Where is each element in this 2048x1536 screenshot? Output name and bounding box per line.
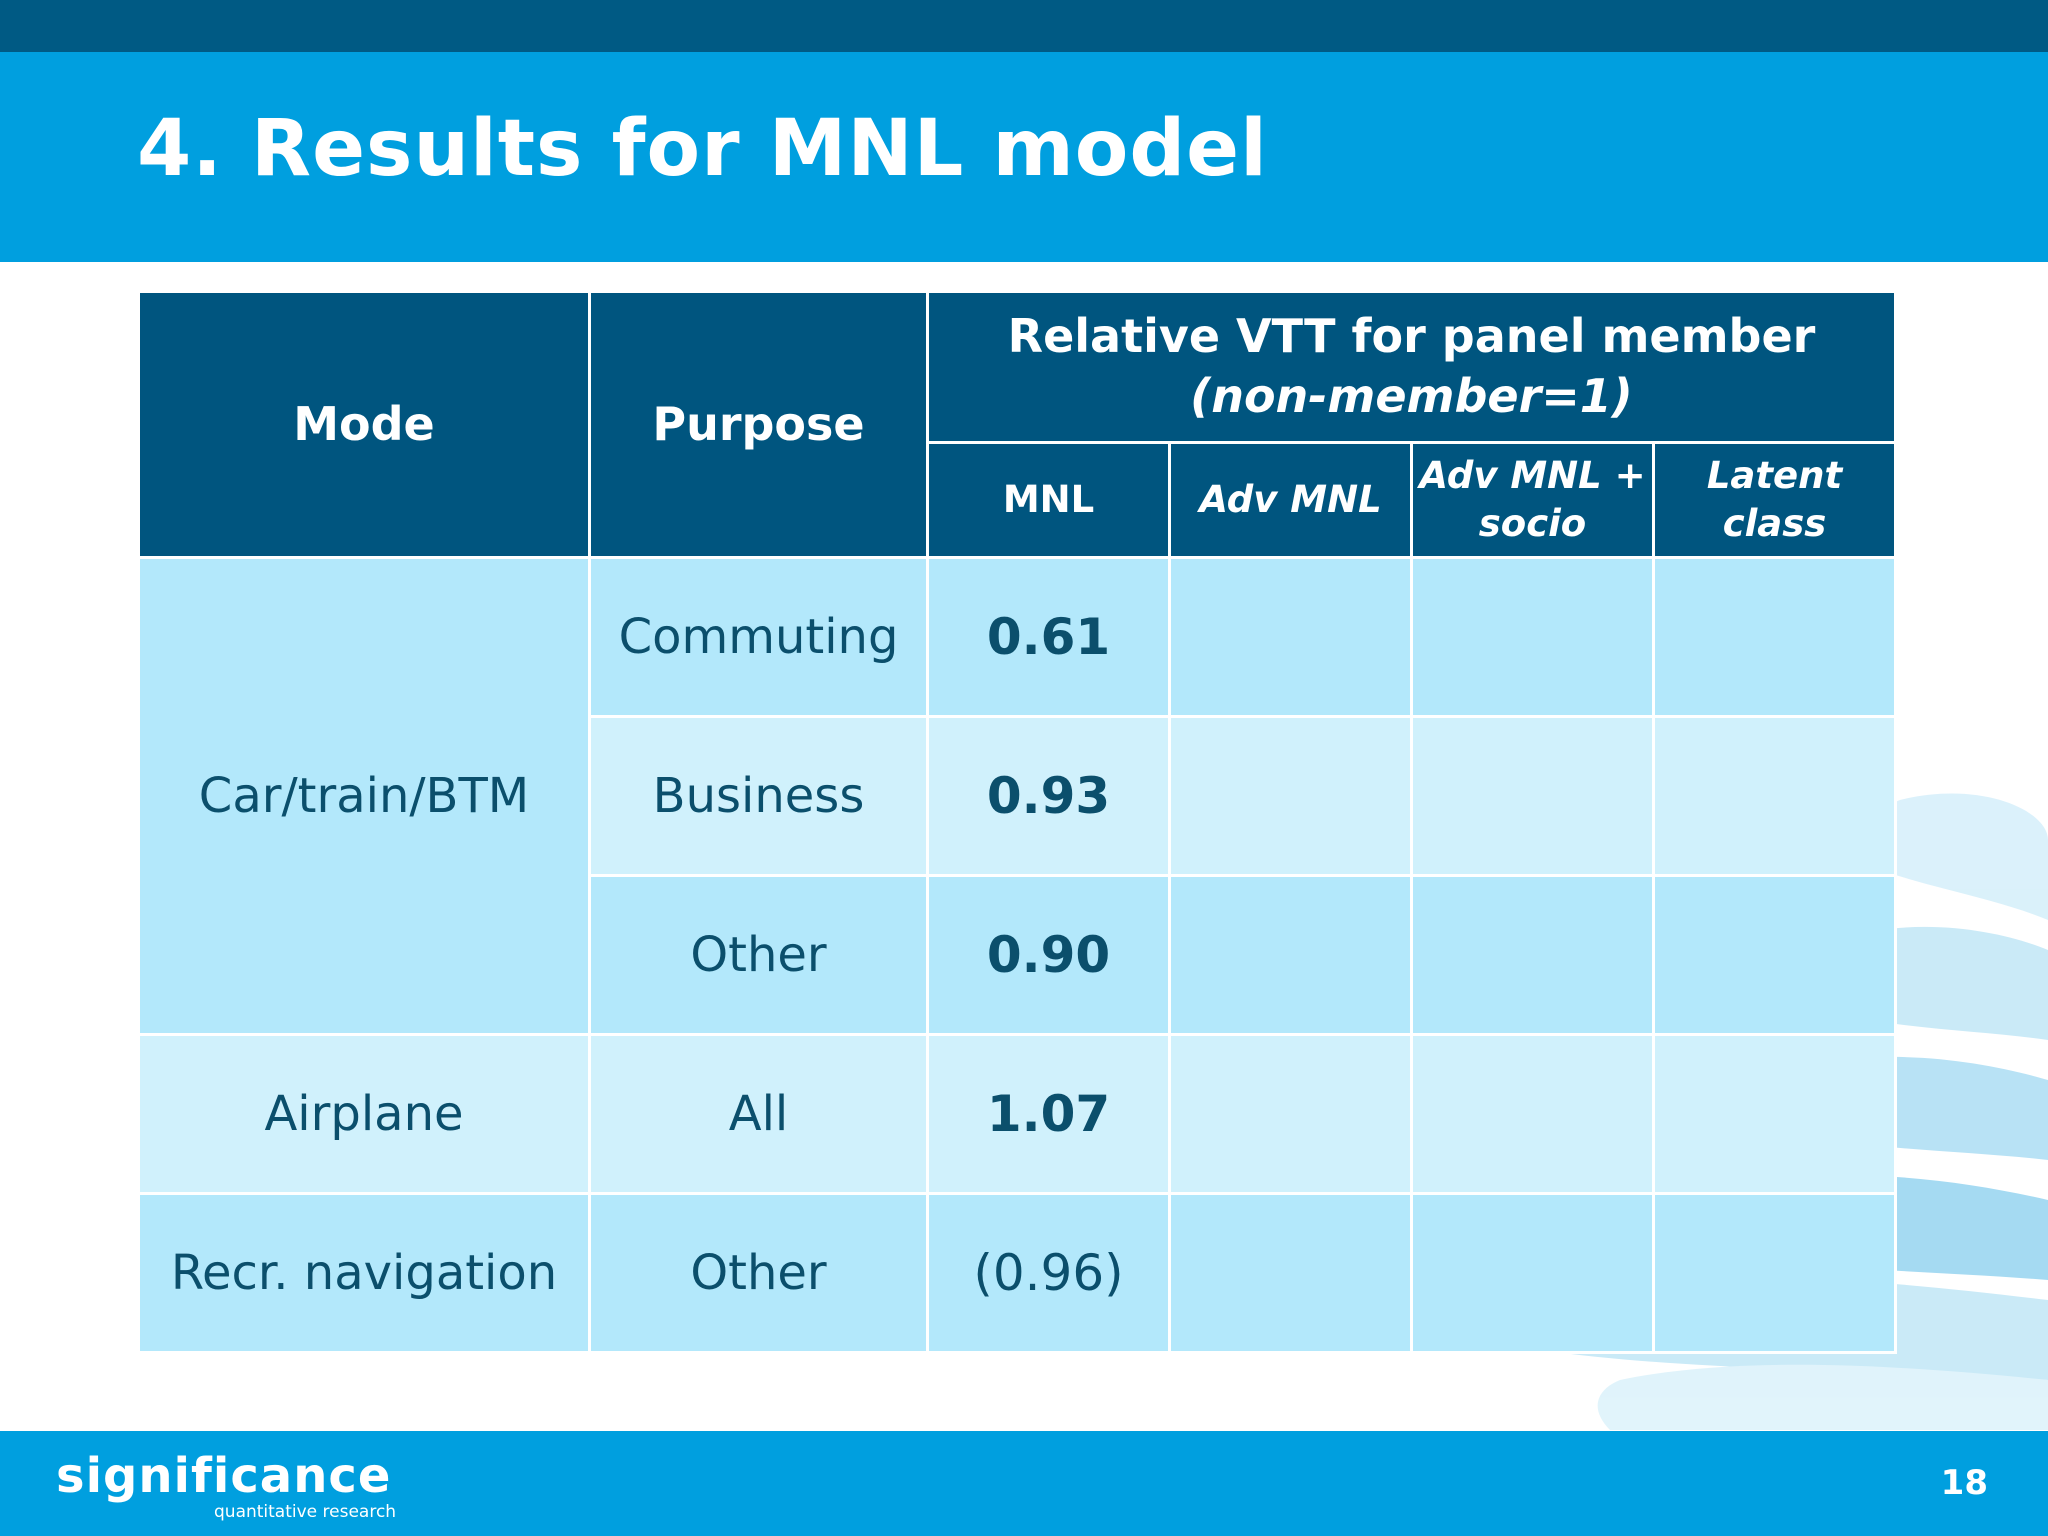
cell-mnl-value: (0.96) [926,1191,1171,1355]
header-mnl: MNL [926,440,1171,559]
cell-adv-mnl [1168,555,1413,718]
table-row: Recr. navigation Other (0.96) [137,1191,1898,1355]
cell-purpose: Commuting [588,555,929,718]
cell-adv-mnl-socio [1410,1191,1655,1355]
title-band [0,52,2048,262]
header-adv-mnl-socio: Adv MNL + socio [1410,440,1655,559]
cell-adv-mnl [1168,1191,1413,1355]
header-adv-mnl: Adv MNL [1168,440,1413,559]
cell-mnl-value: 0.61 [926,555,1171,718]
header-relative-vtt-title: Relative VTT for panel member [1007,309,1816,364]
table-row: Airplane All 1.07 [137,1032,1898,1195]
cell-adv-mnl [1168,873,1413,1036]
cell-mnl-value: 1.07 [926,1032,1171,1195]
table-row: Car/train/BTM Commuting 0.61 [137,555,1898,1036]
cell-purpose: Other [588,873,929,1036]
header-adv-mnl-socio-line2: socio [1478,501,1587,545]
cell-latent-class [1651,1032,1898,1195]
header-relative-vtt-subtitle: (non-member=1) [1190,368,1633,423]
cell-mnl-value: 0.90 [926,873,1171,1036]
cell-adv-mnl-socio [1410,1032,1655,1195]
cell-adv-mnl [1168,714,1413,877]
cell-purpose: Business [588,714,929,877]
cell-latent-class [1651,555,1898,718]
header-latent-class: Latent class [1651,440,1898,559]
cell-latent-class [1651,873,1898,1036]
significance-logo: significance [56,1448,392,1504]
header-adv-mnl-socio-line1: Adv MNL + [1419,453,1646,497]
footer-band [0,1431,2048,1536]
cell-purpose: All [588,1032,929,1195]
cell-adv-mnl-socio [1410,714,1655,877]
header-mode: Mode [137,290,591,559]
page-number: 18 [1940,1463,1988,1503]
cell-adv-mnl [1168,1032,1413,1195]
cell-mode: Recr. navigation [137,1191,591,1355]
cell-latent-class [1651,714,1898,877]
results-table: Mode Purpose Relative VTT for panel memb… [137,290,1898,1355]
header-latent-class-line1: Latent [1706,453,1843,497]
header-purpose: Purpose [588,290,929,559]
slide-title: 4. Results for MNL model [137,104,1268,194]
logo-tagline: quantitative research [214,1502,397,1522]
cell-mode: Airplane [137,1032,591,1195]
cell-purpose: Other [588,1191,929,1355]
cell-adv-mnl-socio [1410,873,1655,1036]
header-relative-vtt: Relative VTT for panel member (non-membe… [925,290,1898,444]
table-row: Other 0.90 [138,873,1898,1036]
cell-adv-mnl-socio [1410,555,1655,718]
cell-latent-class [1651,1191,1898,1355]
top-strip [0,0,2048,52]
cell-mode: Car/train/BTM [137,555,591,1036]
cell-mnl-value: 0.93 [926,714,1171,877]
header-latent-class-line2: class [1722,501,1827,545]
